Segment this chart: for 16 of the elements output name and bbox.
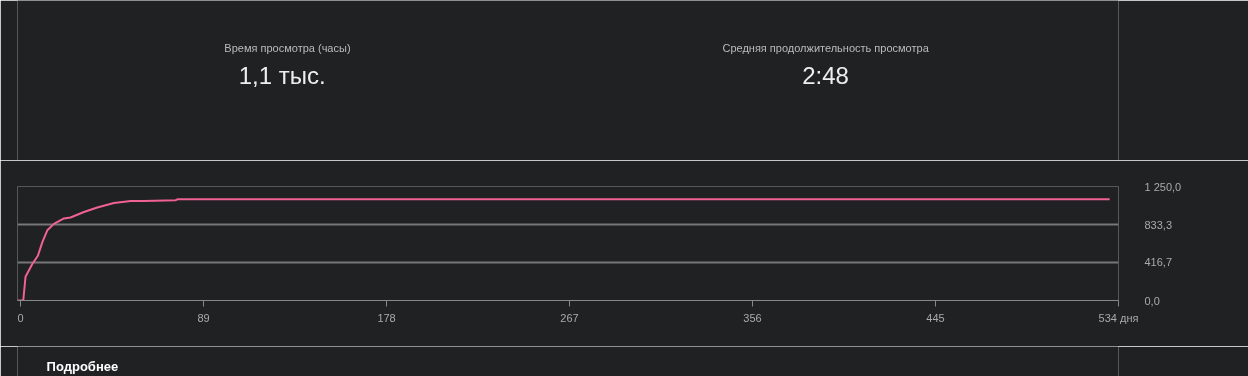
text: Подробнее xyxy=(46,359,119,374)
y-tick-label: 416,7 xyxy=(1144,256,1173,269)
y-tick-label: 833,3 xyxy=(1144,218,1173,231)
x-tick-label: 0 xyxy=(17,311,24,324)
x-tick-label: 178 xyxy=(377,311,396,324)
x-tick-label: 445 xyxy=(926,311,945,324)
y-tick-label: 0,0 xyxy=(1144,294,1160,307)
chart-subtitle: 1,1 тыс. xyxy=(238,62,326,89)
text: Средняя продолжительность просмотра xyxy=(722,41,930,54)
text: 2:48 xyxy=(802,62,849,89)
x-tick-label: 89 xyxy=(197,311,210,324)
x-tick-label: 356 xyxy=(743,311,762,324)
chart-title: Время просмотра (часы) xyxy=(224,41,351,54)
x-tick-label: 534 дня xyxy=(1098,311,1139,324)
y-tick-label: 1 250,0 xyxy=(1144,180,1182,193)
x-tick-label: 267 xyxy=(560,311,579,324)
